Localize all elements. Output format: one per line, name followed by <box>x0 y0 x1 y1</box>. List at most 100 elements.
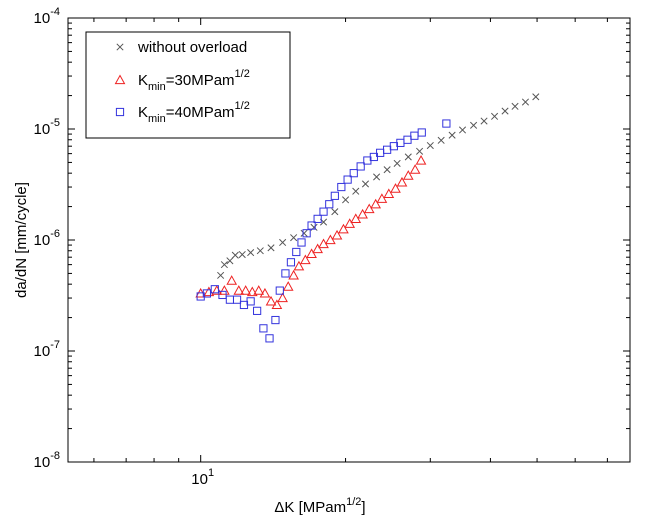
data-marks <box>195 93 540 343</box>
data-point <box>233 285 245 295</box>
legend-marker <box>114 74 126 85</box>
data-point <box>342 196 350 204</box>
data-point <box>331 208 339 216</box>
data-point <box>246 286 258 297</box>
data-point <box>437 136 445 144</box>
data-point <box>331 229 343 240</box>
data-point <box>271 315 280 325</box>
data-point <box>210 285 219 294</box>
data-point <box>448 131 456 139</box>
data-point <box>297 238 306 247</box>
data-point <box>356 162 365 171</box>
data-point <box>319 207 328 216</box>
data-point <box>306 248 317 258</box>
data-point <box>218 290 227 300</box>
data-point <box>300 229 308 237</box>
data-point <box>357 208 368 219</box>
data-point <box>282 281 294 291</box>
data-point <box>338 223 349 234</box>
data-point <box>265 334 274 343</box>
y-axis-label: da/dN [mm/cycle] <box>13 182 30 298</box>
data-point <box>426 141 434 150</box>
data-point <box>330 191 339 200</box>
data-point <box>442 119 451 128</box>
data-point <box>226 257 234 265</box>
data-point <box>312 243 323 254</box>
y-tick-label: 10-5 <box>34 117 60 138</box>
axis-ticks: 10-8 10-7 10-6 10-5 10-4 101 <box>34 6 630 488</box>
data-point <box>219 285 230 295</box>
data-point <box>361 180 370 188</box>
data-point <box>521 98 530 106</box>
legend-label: Kmin=40MPam1/2 <box>138 100 250 125</box>
data-point <box>390 183 401 193</box>
data-point <box>501 107 509 115</box>
legend-marker <box>116 43 124 51</box>
data-point <box>383 188 395 199</box>
data-point <box>325 200 334 209</box>
data-point <box>458 126 467 134</box>
data-point <box>211 285 223 295</box>
y-tick-label: 10-7 <box>34 339 60 360</box>
x-tick-label: 101 <box>191 467 214 488</box>
data-point <box>470 121 478 129</box>
x-axis-label-sup: 1/2 <box>346 496 361 508</box>
data-point <box>352 187 360 195</box>
data-point <box>511 102 519 110</box>
data-point <box>307 221 316 230</box>
data-point <box>373 173 381 181</box>
data-point <box>416 147 424 155</box>
series-2 <box>196 119 451 343</box>
data-point <box>293 260 305 271</box>
data-point <box>259 287 271 298</box>
data-point <box>286 258 296 267</box>
data-point <box>417 128 426 137</box>
data-point <box>313 214 322 223</box>
data-point <box>277 292 288 303</box>
data-point <box>325 234 336 245</box>
series-0 <box>217 93 540 279</box>
data-point <box>491 112 499 120</box>
y-tick-label: 10-6 <box>34 228 60 249</box>
data-point <box>281 269 290 278</box>
data-point <box>415 154 427 165</box>
data-point <box>288 269 299 280</box>
data-point <box>240 285 251 295</box>
data-point <box>259 324 268 333</box>
data-point <box>396 176 408 187</box>
y-tick-label: 10-4 <box>34 6 60 27</box>
data-point <box>363 203 375 214</box>
data-point <box>247 249 255 257</box>
data-point <box>532 93 540 101</box>
data-point <box>279 238 287 247</box>
data-point <box>232 295 242 304</box>
data-point <box>349 169 358 178</box>
data-point <box>196 292 205 301</box>
data-point <box>290 234 298 242</box>
data-point <box>402 170 414 180</box>
data-point <box>253 285 265 295</box>
data-point <box>292 247 301 257</box>
data-point <box>337 182 346 192</box>
data-point <box>370 198 382 209</box>
data-point <box>220 261 228 269</box>
legend-marker <box>115 107 125 117</box>
legend-label: without overload <box>137 39 247 56</box>
data-point <box>480 117 488 125</box>
data-point <box>226 275 238 285</box>
data-point <box>253 306 262 315</box>
legend-label: Kmin=30MPam1/2 <box>138 68 250 93</box>
data-point <box>256 247 264 255</box>
data-point <box>217 271 225 279</box>
data-point <box>376 193 388 203</box>
data-point <box>344 218 356 228</box>
data-point <box>238 250 246 259</box>
legend: without overload Kmin=30MPam1/2 Kmin=40MPa… <box>85 31 291 139</box>
data-point <box>246 297 255 306</box>
data-point <box>409 164 421 174</box>
data-point <box>343 175 352 184</box>
data-point <box>300 254 311 265</box>
data-point <box>231 251 239 259</box>
data-point <box>383 166 391 174</box>
